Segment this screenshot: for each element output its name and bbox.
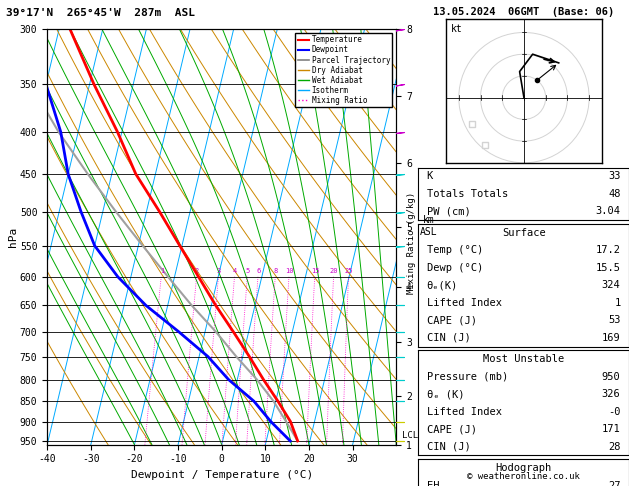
Text: Pressure (mb): Pressure (mb) xyxy=(426,372,508,382)
Text: LCL: LCL xyxy=(401,431,418,440)
Text: © weatheronline.co.uk: © weatheronline.co.uk xyxy=(467,472,580,481)
Y-axis label: km
ASL: km ASL xyxy=(420,215,437,237)
Text: 10: 10 xyxy=(285,268,294,274)
Text: 28: 28 xyxy=(608,442,621,451)
Legend: Temperature, Dewpoint, Parcel Trajectory, Dry Adiabat, Wet Adiabat, Isotherm, Mi: Temperature, Dewpoint, Parcel Trajectory… xyxy=(296,33,392,107)
Text: Totals Totals: Totals Totals xyxy=(426,189,508,199)
Text: 950: 950 xyxy=(602,372,621,382)
Text: 48: 48 xyxy=(608,189,621,199)
Text: CAPE (J): CAPE (J) xyxy=(426,424,477,434)
Text: Surface: Surface xyxy=(502,228,545,238)
Text: Mixing Ratio (g/kg): Mixing Ratio (g/kg) xyxy=(408,192,416,294)
Text: 39°17'N  265°45'W  287m  ASL: 39°17'N 265°45'W 287m ASL xyxy=(6,8,195,18)
Y-axis label: hPa: hPa xyxy=(8,227,18,247)
Text: Temp (°C): Temp (°C) xyxy=(426,245,483,255)
Text: 1: 1 xyxy=(615,298,621,308)
Text: 15.5: 15.5 xyxy=(596,263,621,273)
Text: 324: 324 xyxy=(602,280,621,290)
Text: 3.04: 3.04 xyxy=(596,207,621,216)
Text: 326: 326 xyxy=(602,389,621,399)
Text: 27: 27 xyxy=(608,481,621,486)
Text: 25: 25 xyxy=(345,268,353,274)
Text: 13.05.2024  06GMT  (Base: 06): 13.05.2024 06GMT (Base: 06) xyxy=(433,7,615,17)
Text: 17.2: 17.2 xyxy=(596,245,621,255)
Text: 8: 8 xyxy=(274,268,278,274)
Text: Lifted Index: Lifted Index xyxy=(426,298,502,308)
Text: Lifted Index: Lifted Index xyxy=(426,407,502,417)
Text: 1: 1 xyxy=(160,268,164,274)
Text: 4: 4 xyxy=(233,268,237,274)
Text: θₑ (K): θₑ (K) xyxy=(426,389,464,399)
Text: -0: -0 xyxy=(608,407,621,417)
Text: CIN (J): CIN (J) xyxy=(426,333,470,343)
Text: θₑ(K): θₑ(K) xyxy=(426,280,458,290)
Text: 53: 53 xyxy=(608,315,621,325)
Text: 5: 5 xyxy=(245,268,250,274)
Text: Hodograph: Hodograph xyxy=(496,463,552,473)
Text: PW (cm): PW (cm) xyxy=(426,207,470,216)
Text: kt: kt xyxy=(450,24,462,34)
Text: Most Unstable: Most Unstable xyxy=(483,354,564,364)
Text: 6: 6 xyxy=(256,268,260,274)
Text: 3: 3 xyxy=(217,268,221,274)
Text: 2: 2 xyxy=(195,268,199,274)
X-axis label: Dewpoint / Temperature (°C): Dewpoint / Temperature (°C) xyxy=(131,470,313,480)
Text: Dewp (°C): Dewp (°C) xyxy=(426,263,483,273)
Text: CIN (J): CIN (J) xyxy=(426,442,470,451)
Text: 20: 20 xyxy=(330,268,338,274)
Text: 33: 33 xyxy=(608,172,621,181)
Text: EH: EH xyxy=(426,481,439,486)
Text: K: K xyxy=(426,172,433,181)
Text: 15: 15 xyxy=(311,268,320,274)
Text: CAPE (J): CAPE (J) xyxy=(426,315,477,325)
Text: 171: 171 xyxy=(602,424,621,434)
Text: 169: 169 xyxy=(602,333,621,343)
